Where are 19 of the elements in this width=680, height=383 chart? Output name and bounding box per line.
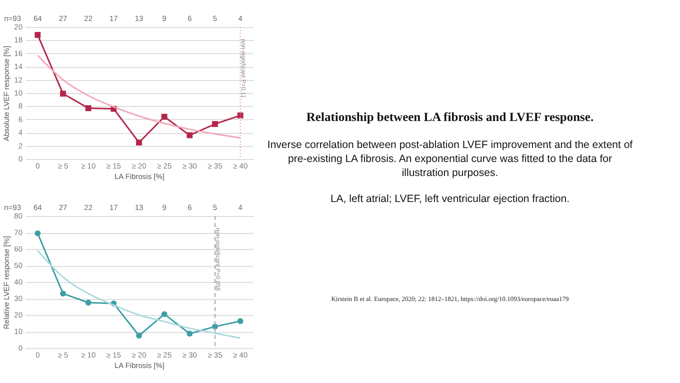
line-series <box>36 54 242 139</box>
point <box>85 105 92 112</box>
point <box>186 330 193 337</box>
point <box>85 300 92 306</box>
text: LA, left atrial; LVEF, left ventricular ejection fraction. <box>330 193 570 205</box>
point <box>237 112 244 118</box>
point <box>34 230 41 236</box>
point <box>60 90 66 97</box>
point <box>161 311 168 318</box>
text: Relationship between LA fibrosis and LVEF response. <box>306 110 594 124</box>
point <box>161 114 168 120</box>
point <box>60 290 66 296</box>
point <box>186 132 193 138</box>
point <box>212 121 218 127</box>
point <box>237 318 244 324</box>
text: Inverse correlation between post-ablation LVEF improvement and the extent of pre-existing LA fibrosis. An exponential curve was fitted to the data for illustration purposes. <box>267 139 633 179</box>
point <box>34 32 41 38</box>
point <box>136 140 142 146</box>
point <box>136 332 142 339</box>
